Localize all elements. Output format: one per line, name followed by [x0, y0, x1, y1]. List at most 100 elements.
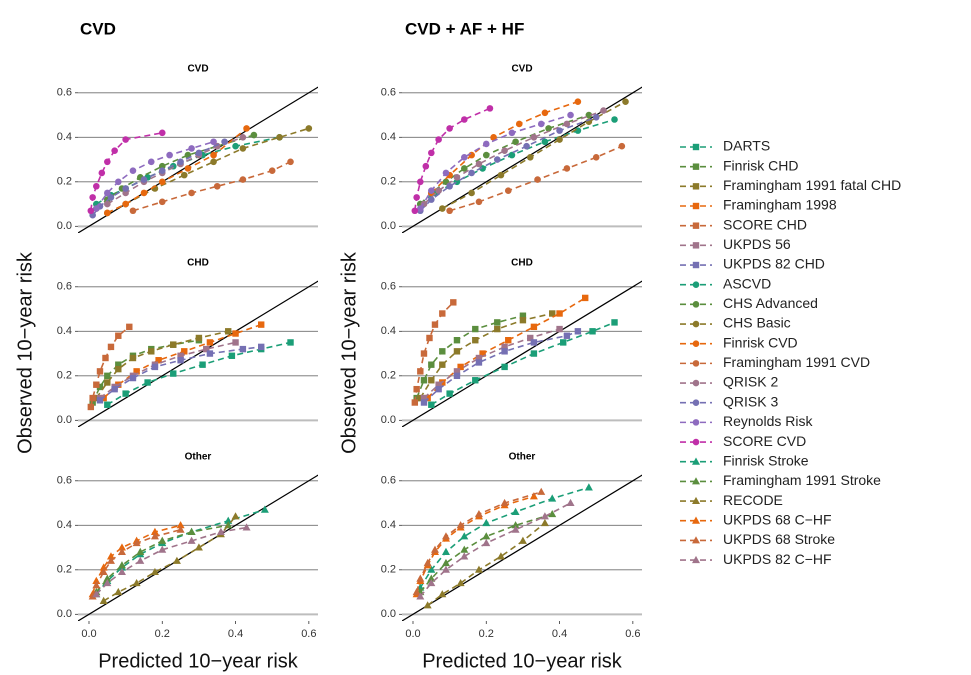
marker: [122, 136, 129, 143]
series-line: [106, 136, 244, 205]
marker: [453, 372, 461, 380]
marker: [446, 207, 453, 215]
marker: [140, 189, 148, 197]
legend-marker: [692, 457, 700, 465]
marker: [210, 151, 217, 159]
marker: [482, 532, 491, 540]
marker: [540, 512, 549, 520]
marker: [490, 134, 497, 141]
marker: [494, 325, 501, 333]
marker: [99, 596, 108, 604]
marker: [225, 328, 232, 335]
marker: [453, 337, 461, 344]
marker: [417, 394, 424, 402]
marker: [457, 363, 464, 371]
legend-marker: [692, 555, 700, 564]
x-tick-label: 0.6: [625, 628, 640, 640]
marker: [206, 339, 214, 346]
marker: [548, 494, 557, 502]
marker: [548, 509, 557, 518]
marker: [428, 361, 435, 368]
y-tick-label: 0.6: [57, 475, 72, 487]
y-tick-label: 0.0: [381, 414, 396, 426]
marker: [537, 487, 546, 495]
legend-marker: [692, 360, 700, 367]
series-line: [91, 528, 181, 597]
marker: [482, 538, 491, 547]
marker: [556, 325, 563, 333]
marker: [158, 536, 167, 544]
marker: [496, 552, 505, 560]
marker: [460, 154, 468, 161]
marker: [136, 547, 145, 556]
marker: [468, 189, 475, 197]
marker: [287, 158, 294, 166]
marker: [111, 147, 118, 154]
y-tick-label: 0.4: [381, 131, 396, 143]
marker: [417, 205, 424, 212]
marker: [519, 316, 527, 324]
legend-label: SCORE CVD: [723, 433, 806, 449]
identity-line: [402, 280, 642, 427]
marker: [582, 294, 589, 302]
marker: [187, 527, 196, 535]
marker: [172, 556, 181, 564]
y-tick-label: 0.2: [381, 176, 396, 188]
legend-label: SCORE CHD: [723, 216, 807, 232]
marker: [563, 120, 571, 128]
marker: [170, 370, 177, 377]
marker: [416, 592, 425, 600]
y-tick-label: 0.0: [57, 414, 72, 426]
marker: [482, 151, 490, 159]
y-tick-label: 0.2: [57, 564, 72, 576]
marker: [460, 545, 469, 553]
marker: [114, 587, 123, 596]
marker: [203, 345, 210, 353]
marker: [574, 98, 582, 105]
marker: [132, 538, 141, 547]
marker: [92, 581, 101, 589]
y-tick-label: 0.0: [381, 220, 396, 232]
marker: [258, 321, 265, 328]
marker: [439, 310, 446, 317]
marker: [98, 169, 106, 177]
marker: [117, 567, 126, 576]
marker: [89, 399, 96, 406]
marker: [115, 365, 122, 373]
marker: [537, 120, 545, 128]
marker: [117, 547, 126, 556]
legend-label: UKPDS 56: [723, 236, 791, 252]
legend-label: CHS Basic: [723, 315, 791, 331]
marker: [442, 169, 450, 177]
marker: [107, 343, 115, 351]
legend-marker: [692, 496, 700, 505]
marker: [584, 483, 593, 491]
marker: [88, 592, 97, 600]
series-line: [419, 502, 571, 598]
marker: [453, 368, 461, 375]
legend-marker: [692, 320, 700, 328]
series-line: [95, 134, 255, 210]
marker: [158, 545, 167, 553]
panel-title: CHD: [187, 258, 209, 269]
marker: [96, 397, 104, 404]
marker: [541, 138, 549, 146]
column-title: CVD + AF + HF: [405, 19, 524, 38]
marker: [431, 321, 439, 328]
marker: [497, 171, 505, 179]
marker: [475, 354, 483, 362]
marker: [508, 151, 516, 159]
marker: [420, 377, 428, 384]
marker: [453, 348, 461, 355]
marker: [188, 145, 195, 152]
legend-marker: [692, 202, 700, 210]
marker: [268, 167, 276, 174]
marker: [479, 165, 486, 172]
legend-marker: [692, 281, 700, 288]
x-tick-label: 0.2: [155, 628, 170, 640]
marker: [420, 350, 428, 357]
plot-area: [402, 280, 642, 427]
x-tick-label: 0.6: [301, 628, 316, 640]
marker: [99, 567, 108, 576]
marker: [115, 178, 122, 186]
